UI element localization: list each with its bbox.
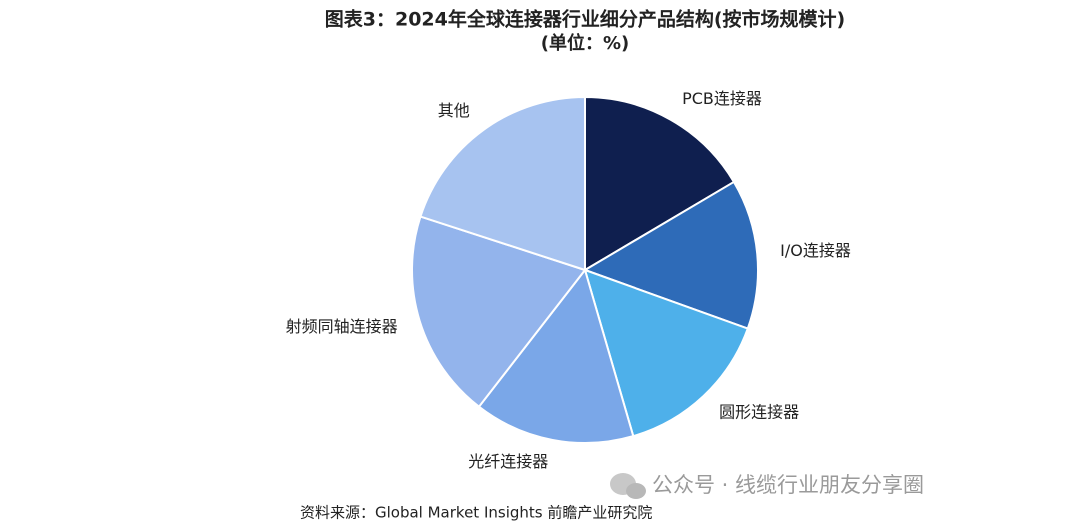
slice-label: 射频同轴连接器 bbox=[286, 317, 398, 336]
watermark: 公众号 · 线缆行业朋友分享圈 bbox=[652, 473, 924, 497]
slice-label: I/O连接器 bbox=[780, 241, 851, 260]
chart-title: 图表3：2024年全球连接器行业细分产品结构(按市场规模计) bbox=[325, 8, 845, 31]
chart-subtitle: (单位：%) bbox=[541, 32, 630, 54]
pie-slice bbox=[584, 95, 736, 272]
pie-slice bbox=[583, 268, 750, 438]
pie-slice bbox=[582, 180, 759, 330]
pie-slice bbox=[419, 95, 586, 272]
pie-slice bbox=[477, 267, 635, 444]
watermark-icon bbox=[610, 473, 646, 499]
slice-label: 光纤连接器 bbox=[468, 452, 548, 471]
slice-label: 其他 bbox=[438, 101, 470, 120]
pie-slice bbox=[411, 215, 587, 409]
slice-label: PCB连接器 bbox=[682, 89, 762, 108]
source-note: 资料来源：Global Market Insights 前瞻产业研究院 bbox=[300, 504, 652, 522]
slice-label: 圆形连接器 bbox=[719, 402, 799, 421]
